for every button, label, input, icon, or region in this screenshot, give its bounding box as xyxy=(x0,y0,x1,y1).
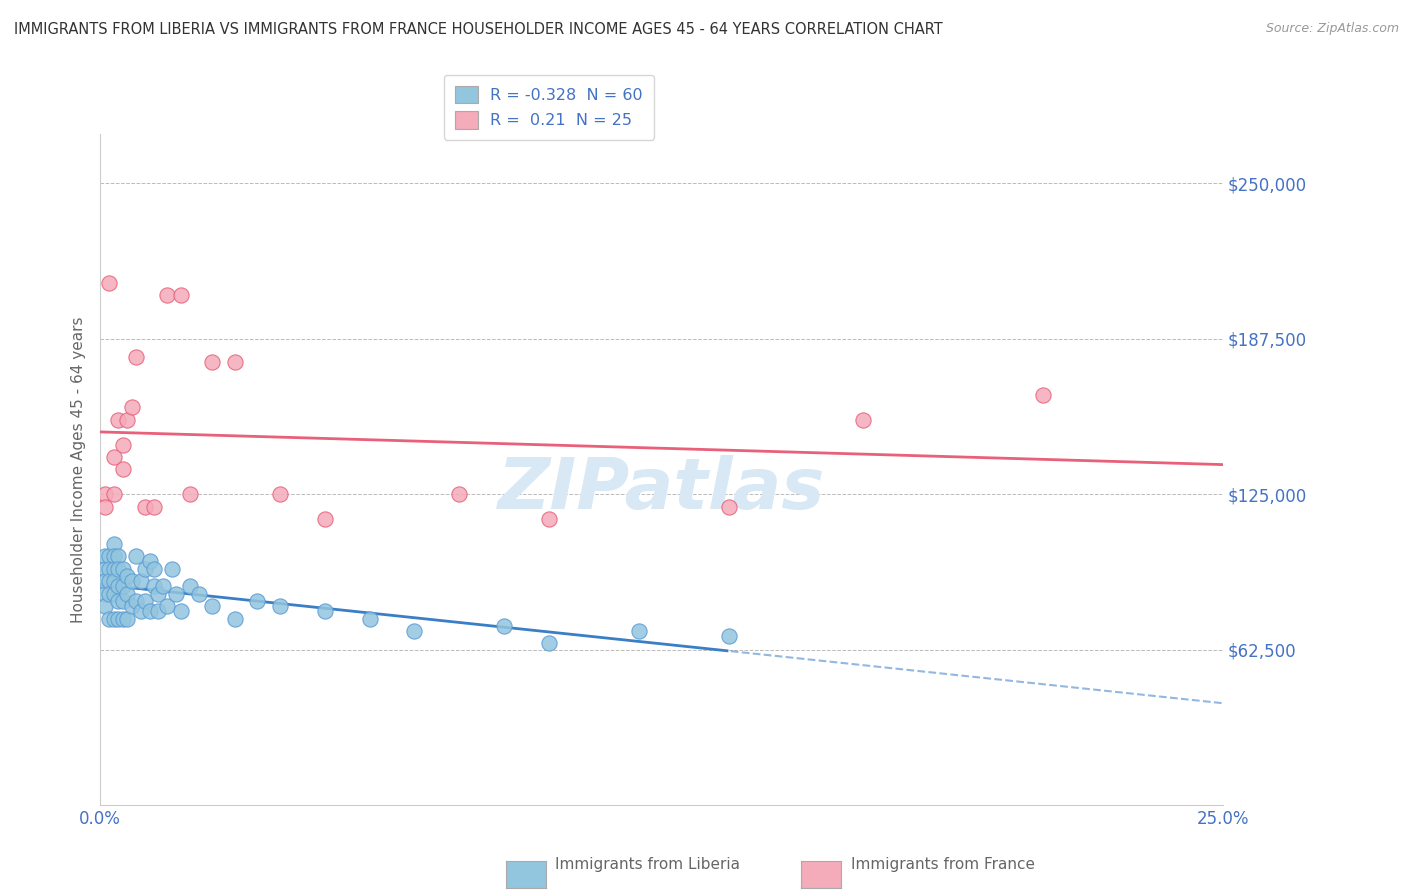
Point xyxy=(103,587,125,601)
Point xyxy=(121,574,143,589)
Point xyxy=(115,569,138,583)
Point xyxy=(134,500,156,514)
Point xyxy=(538,512,561,526)
Point xyxy=(148,587,170,601)
Point xyxy=(103,537,125,551)
Point xyxy=(143,562,166,576)
Point xyxy=(538,636,561,650)
Point xyxy=(129,604,152,618)
Point xyxy=(107,594,129,608)
Point xyxy=(179,487,201,501)
Point xyxy=(170,288,193,302)
Point xyxy=(98,574,121,589)
Point xyxy=(852,412,875,426)
Point xyxy=(125,549,148,564)
Point xyxy=(121,401,143,415)
Point xyxy=(201,599,224,614)
Point xyxy=(1032,388,1054,402)
Point xyxy=(134,562,156,576)
Point xyxy=(125,351,148,365)
Point xyxy=(148,604,170,618)
Point xyxy=(224,355,246,369)
Point xyxy=(143,500,166,514)
Point xyxy=(494,619,516,633)
Point xyxy=(93,549,115,564)
Point xyxy=(187,587,209,601)
Point xyxy=(98,562,121,576)
Point xyxy=(138,604,160,618)
Point xyxy=(449,487,471,501)
Point xyxy=(156,288,179,302)
Point xyxy=(134,594,156,608)
Point xyxy=(115,412,138,426)
Point xyxy=(103,450,125,464)
Point xyxy=(98,549,121,564)
Point xyxy=(103,562,125,576)
Point xyxy=(179,579,201,593)
Point xyxy=(103,487,125,501)
Point xyxy=(314,604,336,618)
Point xyxy=(404,624,426,638)
Point xyxy=(165,587,187,601)
Point xyxy=(269,487,291,501)
Point xyxy=(111,594,134,608)
Point xyxy=(125,594,148,608)
Point xyxy=(115,587,138,601)
Point xyxy=(717,500,740,514)
Point xyxy=(107,549,129,564)
Point xyxy=(103,549,125,564)
Point xyxy=(98,611,121,625)
Point xyxy=(111,437,134,451)
Point xyxy=(111,562,134,576)
Point xyxy=(107,611,129,625)
Point xyxy=(156,599,179,614)
Point xyxy=(314,512,336,526)
Point xyxy=(129,574,152,589)
Point xyxy=(224,611,246,625)
Text: Source: ZipAtlas.com: Source: ZipAtlas.com xyxy=(1265,22,1399,36)
Point xyxy=(93,562,115,576)
Point xyxy=(93,574,115,589)
Point xyxy=(115,611,138,625)
Point xyxy=(93,587,115,601)
Point xyxy=(107,562,129,576)
Text: Immigrants from France: Immigrants from France xyxy=(851,857,1035,872)
Point xyxy=(93,487,115,501)
Point xyxy=(152,579,174,593)
Text: Immigrants from Liberia: Immigrants from Liberia xyxy=(555,857,741,872)
Point xyxy=(170,604,193,618)
Point xyxy=(201,355,224,369)
Point xyxy=(107,412,129,426)
Text: IMMIGRANTS FROM LIBERIA VS IMMIGRANTS FROM FRANCE HOUSEHOLDER INCOME AGES 45 - 6: IMMIGRANTS FROM LIBERIA VS IMMIGRANTS FR… xyxy=(14,22,943,37)
Point xyxy=(111,611,134,625)
Point xyxy=(103,611,125,625)
Point xyxy=(111,579,134,593)
Text: ZIPatlas: ZIPatlas xyxy=(498,455,825,524)
Point xyxy=(121,599,143,614)
Point xyxy=(138,554,160,568)
Point xyxy=(98,276,121,290)
Point xyxy=(93,599,115,614)
Point xyxy=(160,562,183,576)
Point xyxy=(269,599,291,614)
Point xyxy=(93,500,115,514)
Point xyxy=(103,574,125,589)
Point xyxy=(359,611,381,625)
Y-axis label: Householder Income Ages 45 - 64 years: Householder Income Ages 45 - 64 years xyxy=(72,316,86,623)
Point xyxy=(717,629,740,643)
Point xyxy=(107,579,129,593)
Point xyxy=(246,594,269,608)
Point xyxy=(98,587,121,601)
Point xyxy=(111,462,134,476)
Legend: R = -0.328  N = 60, R =  0.21  N = 25: R = -0.328 N = 60, R = 0.21 N = 25 xyxy=(444,75,654,140)
Point xyxy=(627,624,650,638)
Point xyxy=(143,579,166,593)
